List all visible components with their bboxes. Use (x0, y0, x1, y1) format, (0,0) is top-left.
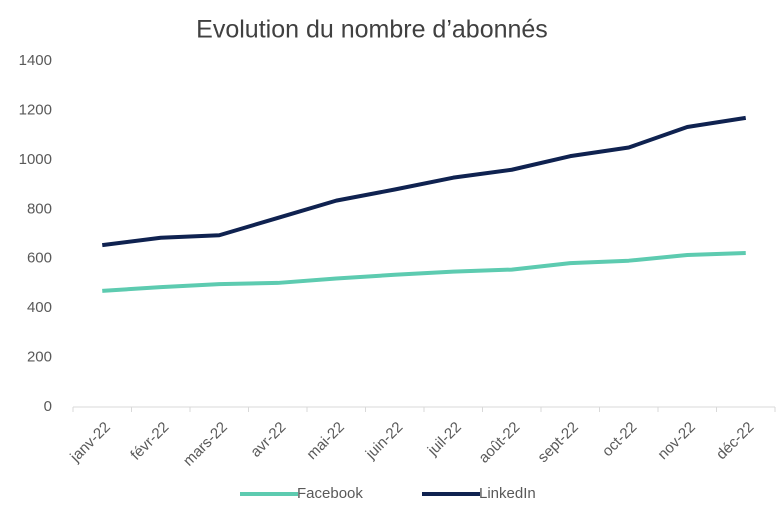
x-tick-label: sept-22 (534, 419, 581, 466)
x-tick-label: mai-22 (303, 419, 347, 463)
x-tick-label: oct-22 (599, 419, 641, 461)
y-tick-label: 1000 (19, 151, 52, 168)
y-tick-label: 600 (27, 250, 52, 267)
y-tick-label: 400 (27, 299, 52, 316)
y-tick-label: 0 (44, 398, 52, 415)
legend-label: LinkedIn (479, 485, 536, 502)
x-tick-label: févr-22 (127, 419, 172, 464)
x-tick-label: nov-22 (654, 419, 698, 463)
x-tick-label: mars-22 (180, 419, 231, 470)
y-tick-label: 200 (27, 349, 52, 366)
y-tick-label: 800 (27, 200, 52, 217)
y-tick-label: 1400 (19, 52, 52, 69)
chart-title: Evolution du nombre d’abonnés (196, 16, 548, 44)
legend-label: Facebook (297, 485, 363, 502)
x-tick-label: août-22 (475, 419, 523, 467)
x-tick-label: janv-22 (66, 419, 114, 467)
series-line (102, 251, 746, 293)
series-line (101, 115, 747, 248)
y-tick-label: 1200 (19, 101, 52, 118)
x-tick-label: déc-22 (713, 419, 757, 463)
x-tick-label: avr-22 (247, 419, 289, 461)
x-tick-label: juil-22 (424, 419, 465, 460)
x-tick-label: juin-22 (362, 419, 407, 464)
